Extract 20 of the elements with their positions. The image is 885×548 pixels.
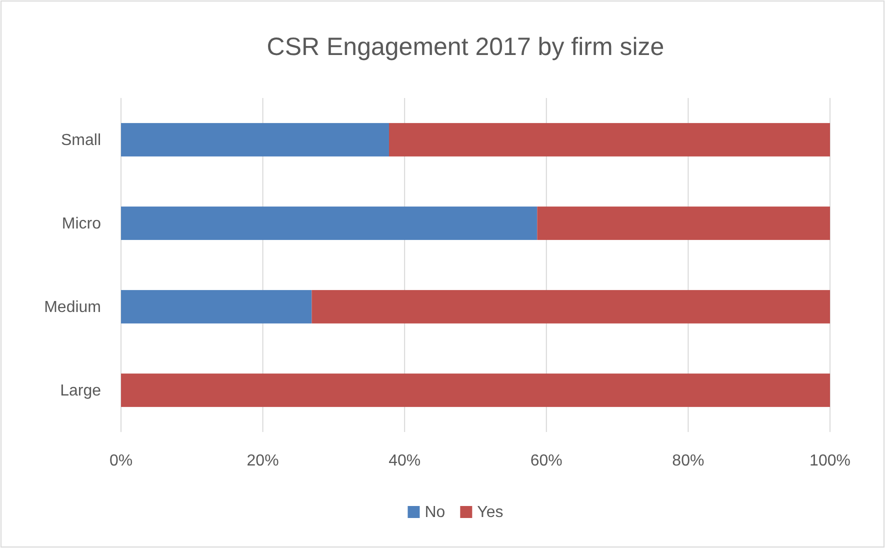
chart-title: CSR Engagement 2017 by firm size: [266, 33, 664, 61]
y-tick-label: Micro: [62, 215, 102, 232]
bar: [537, 206, 830, 240]
x-tick-label: 80%: [672, 452, 704, 470]
bar: [389, 123, 830, 156]
bar: [121, 290, 312, 324]
legend-label: Yes: [477, 504, 504, 521]
x-tick-label: 0%: [109, 452, 133, 470]
legend-label: No: [424, 504, 446, 521]
x-tick-label: 40%: [388, 452, 421, 470]
y-tick-label: Small: [60, 132, 101, 149]
x-tick-label: 20%: [246, 452, 279, 470]
bar: [121, 206, 538, 240]
y-tick-label: Medium: [44, 298, 101, 316]
y-tick-label: Large: [60, 382, 102, 400]
x-tick-label: 100%: [810, 452, 850, 470]
bar: [312, 290, 830, 324]
bar: [121, 123, 389, 156]
bar: [121, 374, 830, 407]
x-tick-label: 60%: [530, 452, 562, 470]
